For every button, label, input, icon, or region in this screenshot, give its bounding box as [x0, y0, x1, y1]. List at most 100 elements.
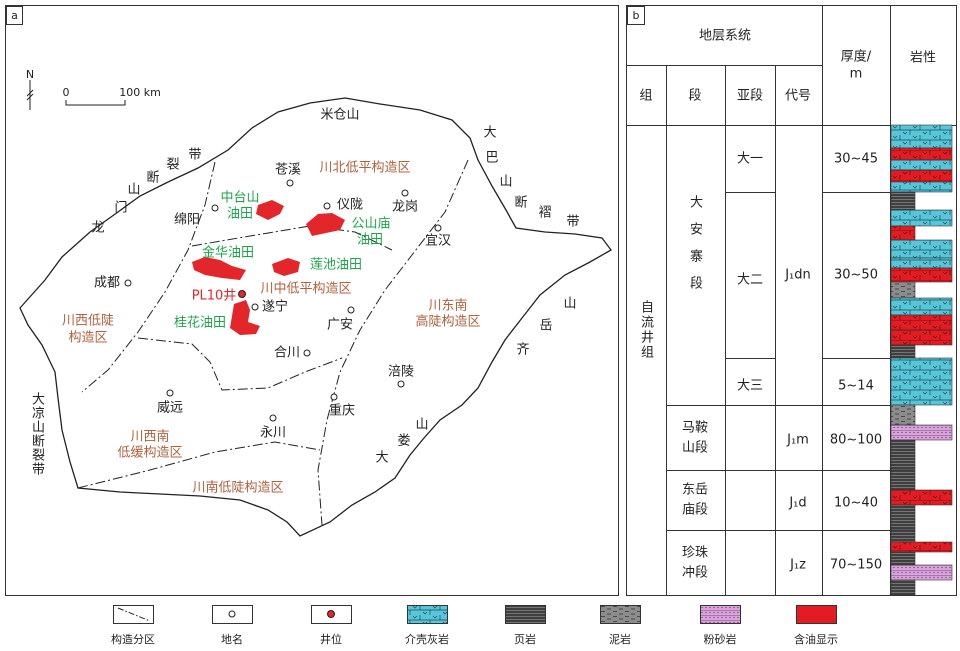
place-marker [347, 306, 355, 314]
boundary-line [317, 159, 469, 526]
lithology-layer [890, 529, 916, 543]
header-cell: 组 [639, 89, 652, 104]
place-label: 成都 [94, 276, 120, 291]
panel-label: a [11, 9, 18, 22]
legend-boundary [117, 607, 151, 622]
lithology-layer [890, 564, 953, 581]
mountain-label: 齐 [516, 342, 529, 358]
legend-shell-limestone [407, 605, 448, 624]
place-label: 仪陇 [337, 198, 363, 213]
lithology-layer [890, 439, 916, 471]
member-label: 山段 [682, 441, 708, 456]
submember-label: 大三 [737, 379, 763, 394]
panel-b-frame [626, 5, 957, 596]
legend-label: 构造分区 [111, 632, 155, 646]
lithology-layer [890, 267, 953, 283]
code-cell: J₁m [786, 433, 809, 448]
lithology-layer [890, 344, 916, 359]
legend-label: 泥岩 [609, 632, 631, 646]
lithology-layer [890, 191, 916, 211]
oil-field [256, 200, 284, 220]
boundaries [77, 159, 469, 526]
place-marker [330, 393, 338, 401]
place-marker [251, 303, 259, 311]
scale-label: 100 km [119, 86, 161, 99]
oilfield-label: 莲池油田 [310, 258, 362, 273]
member-label: 冲段 [682, 566, 708, 581]
code-cell: J₁dn [784, 268, 811, 283]
mountain-label: 龙 [91, 221, 104, 236]
panel-label: b [633, 9, 640, 22]
lithology-layer [890, 239, 953, 259]
region-label: 川西南 [130, 429, 169, 445]
legend-label: 地名 [221, 632, 243, 646]
mountain-label: 米仓山 [320, 108, 359, 123]
oil-field [272, 258, 300, 276]
mountain-label: 门 [114, 201, 127, 216]
header-cell: 岩性 [910, 51, 936, 66]
panel-b-label-box [627, 6, 645, 25]
submember-label: 大二 [737, 273, 763, 288]
oilfield-label: 油田 [357, 233, 383, 248]
lithology-layer [890, 297, 953, 316]
legend-label: 页岩 [514, 632, 536, 646]
place-label: 广安 [327, 318, 353, 333]
lithology-layer [890, 551, 916, 566]
lithology-layer [890, 329, 953, 346]
lithology-layer [890, 225, 916, 241]
code-cell: J₁z [789, 558, 806, 573]
legend-mudstone [600, 605, 641, 624]
lithology-layer [890, 357, 953, 406]
lithology-layer [890, 314, 953, 331]
mountain-label: 褶 [538, 206, 551, 221]
place-label: 苍溪 [275, 163, 301, 178]
place-marker [269, 414, 277, 422]
region-label: 构造区 [68, 331, 107, 346]
well-marker [238, 290, 246, 298]
place-marker [286, 179, 294, 187]
oilfield-label: 桂花油田 [174, 315, 226, 331]
header-cell: m [850, 67, 863, 82]
lithology-layer [890, 579, 916, 596]
lithology-layer [890, 257, 953, 269]
oil-field [230, 300, 260, 335]
scale-bar [65, 100, 126, 106]
thickness-cell: 5~14 [838, 379, 874, 394]
lithology-layer [890, 469, 916, 491]
legend-oil-show [796, 605, 837, 624]
place-label: 遂宁 [262, 299, 288, 315]
header-cell: 代号 [785, 89, 811, 104]
legend-label: 含油显示 [794, 632, 838, 646]
place-marker [124, 279, 132, 287]
place-marker [434, 224, 442, 232]
place-marker [303, 349, 311, 357]
mountain-label: 山 [563, 297, 576, 312]
lithology-layer [890, 541, 953, 553]
oil-field [192, 257, 246, 280]
mountain-label: 山 [499, 175, 512, 190]
mountain-label: 娄 [397, 434, 410, 449]
place-marker [401, 189, 409, 197]
mountain-label: 大 [483, 126, 496, 141]
region-label: 川南低陡构造区 [192, 480, 283, 496]
boundary-line [191, 225, 393, 251]
place-label: 绵阳 [174, 213, 200, 228]
header-cell: 厚度/ [841, 49, 872, 65]
panel-a-frame [5, 5, 619, 596]
header-cell: 地层系统 [699, 29, 751, 44]
header-cell: 亚段 [737, 89, 763, 104]
basin-outline [19, 97, 612, 537]
mountain-label: 山 [127, 183, 140, 198]
oilfield-label: 中台山 [220, 191, 259, 206]
thickness-cell: 80~100 [830, 433, 882, 448]
mountain-label: 裂 [166, 158, 179, 173]
region-label: 川西低陡 [62, 314, 114, 329]
legend-shale [505, 605, 546, 624]
mountain-label: 断 [514, 196, 527, 211]
mountain-label: 巴 [485, 151, 498, 166]
mountain-label: 大凉山断裂带 [29, 392, 44, 476]
thickness-cell: 30~45 [834, 152, 878, 167]
oilfield-label: 金华油田 [202, 245, 254, 261]
